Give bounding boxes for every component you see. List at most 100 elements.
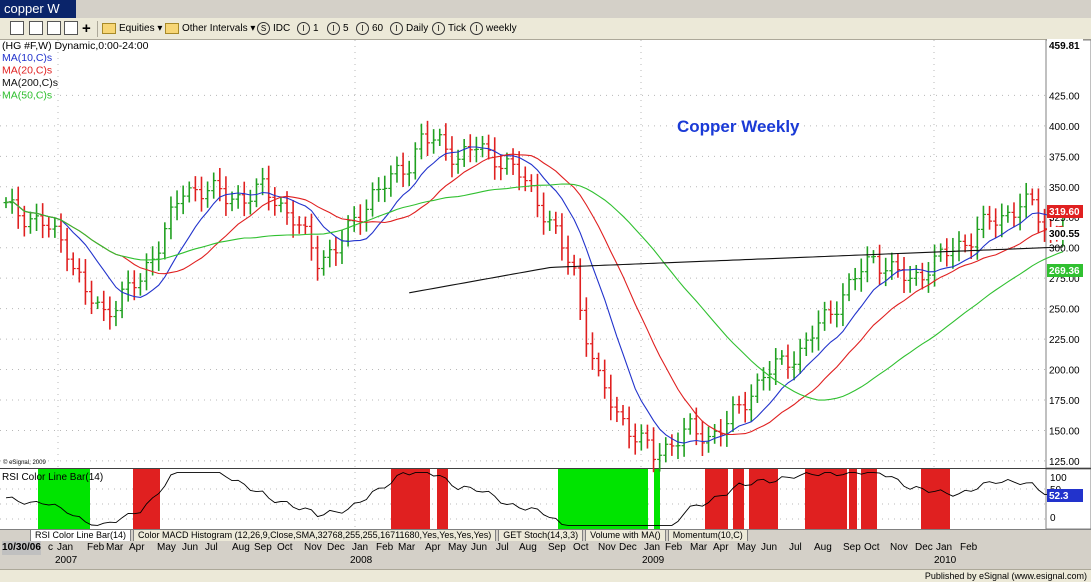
clock-icon: I (297, 21, 310, 35)
month-label: May (737, 542, 756, 553)
month-label: May (448, 542, 467, 553)
rsi-zone (921, 469, 950, 529)
price-tick-label: 375.00 (1049, 152, 1080, 163)
month-label: c (48, 542, 53, 553)
other-intervals-dropdown[interactable]: Other Intervals ▾ (165, 20, 255, 37)
esignal-watermark: © eSignal, 2009 (3, 459, 46, 466)
price-bars (3, 120, 1066, 473)
rsi-tick-label: 0 (1050, 513, 1056, 524)
rsi-zone (437, 469, 448, 529)
year-label: 2009 (642, 555, 665, 566)
rsi-zone (391, 469, 430, 529)
rsi-zone (849, 469, 857, 529)
ma50-line (5, 183, 1064, 401)
clock-icon: S (257, 21, 270, 35)
month-label: Aug (519, 542, 537, 553)
price-tick-label: 175.00 (1049, 396, 1080, 407)
month-label: Oct (573, 542, 589, 553)
month-label: Oct (864, 542, 880, 553)
price-pane[interactable] (0, 40, 1046, 468)
study-tabs: RSI Color Line Bar(14) Color MACD Histogr… (30, 530, 750, 542)
clock-icon: I (356, 21, 369, 35)
clock-icon: I (327, 21, 340, 35)
month-label: Nov (304, 542, 322, 553)
clock-icon: I (390, 21, 403, 35)
year-label: 2010 (934, 555, 957, 566)
price-badge-bg (1047, 264, 1083, 277)
price-badge: 300.55 (1049, 229, 1080, 240)
study-legend-item: MA(50,C)s (2, 90, 52, 102)
rsi-zone (749, 469, 778, 529)
copper-weekly-annotation[interactable]: Copper Weekly (677, 117, 800, 136)
month-label: Apr (129, 542, 145, 553)
ma200-line (409, 246, 1063, 294)
month-label: Jun (471, 542, 488, 553)
tick-button[interactable]: I Tick (432, 20, 466, 37)
month-label: Dec (619, 542, 637, 553)
month-label: May (157, 542, 176, 553)
title-bar: copper W (0, 0, 1091, 18)
price-badge-bg (1047, 39, 1083, 52)
chart-header: (HG #F,W) Dynamic,0:00-24:00 (2, 40, 149, 52)
month-label: Mar (690, 542, 708, 553)
month-label: Dec (915, 542, 933, 553)
folder-icon (102, 22, 116, 34)
layout-icon[interactable] (64, 21, 78, 35)
month-label: Dec (327, 542, 345, 553)
price-badge: 269.36 (1049, 266, 1080, 277)
month-label: Jan (57, 542, 74, 553)
price-tick-label: 400.00 (1049, 122, 1080, 133)
month-label: Nov (890, 542, 908, 553)
month-label: Jul (496, 542, 509, 553)
price-tick-label: 350.00 (1049, 183, 1080, 194)
rsi-zone (861, 469, 877, 529)
study-legend-item: MA(10,C)s (2, 52, 52, 64)
price-badge-bg (1047, 489, 1083, 502)
month-labels: 10/30/06 c Jan Feb Mar Apr May Jun Jul Aug Sep Oct N… (0, 541, 1091, 555)
price-tick-label: 425.00 (1049, 91, 1080, 102)
month-label: Jan (936, 542, 953, 553)
rsi-title: RSI Color Line Bar(14) (2, 472, 103, 483)
year-labels: 2007 2008 2009 2010 (0, 554, 1091, 568)
gridlines (0, 40, 1046, 529)
month-label: Sep (254, 542, 272, 553)
month-label: Aug (814, 542, 832, 553)
published-by-text: Published by eSignal (www.esignal.com) (924, 571, 1087, 581)
month-label: Feb (376, 542, 394, 553)
window-title[interactable]: copper W (0, 0, 76, 18)
price-tick-label: 250.00 (1049, 305, 1080, 316)
window-icon[interactable] (47, 21, 61, 35)
month-label: Mar (398, 542, 416, 553)
idc-button[interactable]: S IDC (257, 20, 290, 37)
grid-icon[interactable] (29, 21, 43, 35)
price-tick-label: 150.00 (1049, 426, 1080, 437)
rsi-zone (558, 469, 648, 529)
rsi-zone (705, 469, 728, 529)
rsi-zone (654, 469, 660, 529)
daily-button[interactable]: I Daily (390, 20, 428, 37)
study-legend-item: MA(20,C)s (2, 65, 52, 77)
month-label: Jul (205, 542, 218, 553)
add-icon[interactable]: + (82, 20, 91, 37)
price-tick-label: 275.00 (1049, 274, 1080, 285)
interval-60-button[interactable]: I 60 (356, 20, 383, 37)
month-label: Apr (425, 542, 441, 553)
rsi-zone (133, 469, 160, 529)
axis-labels: 425.00 400.00 375.00 350.00 325.00 300.00 275.… (1049, 91, 1080, 524)
price-tick-label: 200.00 (1049, 366, 1080, 377)
month-label: Jan (644, 542, 661, 553)
month-label: Sep (843, 542, 861, 553)
month-label: Apr (713, 542, 729, 553)
equities-dropdown[interactable]: Equities ▾ (102, 20, 162, 37)
chart-icon[interactable] (10, 21, 24, 35)
time-axis[interactable]: 10/30/06 c Jan Feb Mar Apr May Jun Jul Aug Sep Oct N… (0, 541, 1091, 569)
month-label: Aug (232, 542, 250, 553)
moving-averages (5, 146, 1064, 444)
month-label: Jul (789, 542, 802, 553)
price-tick-label: 325.00 (1049, 213, 1080, 224)
